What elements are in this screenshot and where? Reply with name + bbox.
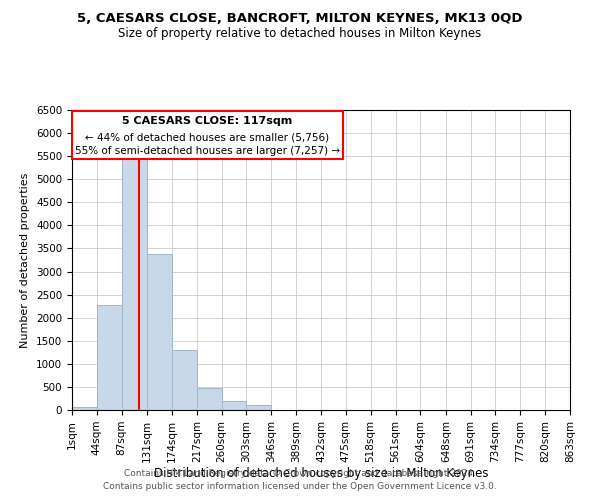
Bar	[247, 406, 271, 410]
Text: 55% of semi-detached houses are larger (7,257) →: 55% of semi-detached houses are larger (…	[75, 146, 340, 156]
Bar	[122, 160, 147, 410]
Bar	[172, 350, 197, 410]
Text: 5, CAESARS CLOSE, BANCROFT, MILTON KEYNES, MK13 0QD: 5, CAESARS CLOSE, BANCROFT, MILTON KEYNE…	[77, 12, 523, 26]
Bar	[72, 406, 97, 410]
FancyBboxPatch shape	[72, 111, 343, 160]
X-axis label: Distribution of detached houses by size in Milton Keynes: Distribution of detached houses by size …	[154, 468, 488, 480]
Y-axis label: Number of detached properties: Number of detached properties	[20, 172, 31, 348]
Bar	[197, 388, 221, 410]
Text: Contains public sector information licensed under the Open Government Licence v3: Contains public sector information licen…	[103, 482, 497, 491]
Bar	[97, 305, 122, 410]
Text: ← 44% of detached houses are smaller (5,756): ← 44% of detached houses are smaller (5,…	[85, 132, 329, 142]
Text: Size of property relative to detached houses in Milton Keynes: Size of property relative to detached ho…	[118, 28, 482, 40]
Text: Contains HM Land Registry data © Crown copyright and database right 2024.: Contains HM Land Registry data © Crown c…	[124, 468, 476, 477]
Text: 5 CAESARS CLOSE: 117sqm: 5 CAESARS CLOSE: 117sqm	[122, 116, 293, 126]
Bar	[221, 401, 247, 410]
Bar	[147, 254, 172, 410]
